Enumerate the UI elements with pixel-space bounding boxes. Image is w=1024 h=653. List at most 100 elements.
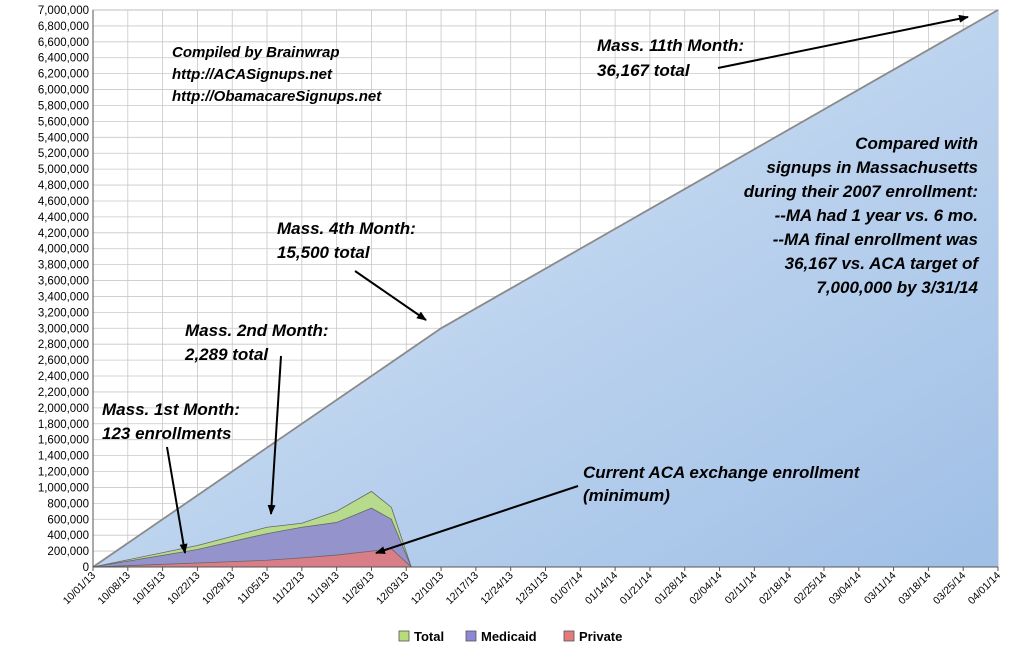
x-tick-label: 04/01/14	[966, 570, 1003, 607]
x-tick-label: 03/11/14	[862, 570, 899, 607]
x-tick-label: 10/15/13	[130, 570, 167, 607]
x-axis-ticks: 10/01/1310/08/1310/15/1310/22/1310/29/13…	[61, 567, 1003, 607]
y-tick-label: 3,200,000	[38, 307, 89, 319]
projection-area	[93, 10, 998, 567]
annotation-mass-1st-line-2: 123 enrollments	[102, 424, 231, 443]
x-tick-label: 02/11/14	[723, 570, 760, 607]
x-tick-label: 03/04/14	[827, 570, 864, 607]
y-tick-label: 800,000	[47, 498, 89, 510]
annotation-mass-4th-line-1: Mass. 4th Month:	[277, 219, 416, 238]
annotation-compare-line-5: --MA final enrollment was	[773, 230, 978, 249]
annotation-credit-line-3: http://ObamacareSignups.net	[172, 88, 382, 105]
x-tick-label: 12/31/13	[513, 570, 550, 607]
y-tick-label: 5,600,000	[38, 116, 89, 128]
y-tick-label: 4,600,000	[38, 196, 89, 208]
y-tick-label: 2,800,000	[38, 339, 89, 351]
y-tick-label: 3,000,000	[38, 323, 89, 335]
y-tick-label: 1,400,000	[38, 451, 89, 463]
annotation-mass-2nd-line-2: 2,289 total	[184, 345, 269, 364]
arrow-mass-1st	[166, 446, 188, 554]
annotation-compare-line-2: signups in Massachusetts	[766, 158, 978, 177]
y-tick-label: 4,400,000	[38, 212, 89, 224]
y-tick-label: 1,200,000	[38, 467, 89, 479]
x-tick-label: 12/24/13	[478, 570, 515, 607]
y-tick-label: 6,800,000	[38, 21, 89, 33]
y-tick-label: 0	[83, 562, 89, 574]
y-tick-label: 4,000,000	[38, 244, 89, 256]
legend-label-total: Total	[414, 629, 444, 644]
annotation-mass-11th-line-1: Mass. 11th Month:	[597, 36, 744, 55]
annotation-mass-1st-line-1: Mass. 1st Month:	[102, 400, 240, 419]
x-tick-label: 11/19/13	[305, 570, 342, 607]
x-tick-label: 12/17/13	[444, 570, 481, 607]
annotation-compare-line-3: during their 2007 enrollment:	[744, 182, 978, 201]
legend: Total Medicaid Private	[398, 629, 622, 644]
y-tick-label: 2,200,000	[38, 387, 89, 399]
projection-layer	[92, 9, 999, 568]
y-tick-label: 3,600,000	[38, 276, 89, 288]
y-tick-label: 4,800,000	[38, 180, 89, 192]
x-tick-label: 02/25/14	[792, 570, 829, 607]
y-tick-label: 7,000,000	[38, 5, 89, 17]
y-tick-label: 1,800,000	[38, 419, 89, 431]
annotation-mass-11th-line-2: 36,167 total	[597, 61, 691, 80]
annotations: Compiled by Brainwrap http://ACASignups.…	[102, 14, 981, 554]
y-tick-label: 5,800,000	[38, 100, 89, 112]
y-tick-label: 1,600,000	[38, 435, 89, 447]
y-tick-label: 5,200,000	[38, 148, 89, 160]
series-area-medicaid	[92, 507, 412, 568]
x-tick-label: 01/14/14	[583, 570, 620, 607]
legend-label-medicaid: Medicaid	[481, 629, 537, 644]
x-tick-label: 01/21/14	[618, 570, 655, 607]
annotation-compare-line-6: 36,167 vs. ACA target of	[785, 254, 981, 273]
x-tick-label: 02/18/14	[757, 570, 794, 607]
x-tick-label: 10/01/13	[61, 570, 98, 607]
x-tick-label: 12/03/13	[374, 570, 411, 607]
y-tick-label: 6,400,000	[38, 53, 89, 65]
annotation-credit-line-1: Compiled by Brainwrap	[172, 44, 340, 61]
y-tick-label: 6,600,000	[38, 37, 89, 49]
annotation-current-aca-line-2: (minimum)	[583, 486, 670, 505]
arrow-mass-2nd	[267, 355, 282, 515]
y-tick-label: 4,200,000	[38, 228, 89, 240]
y-tick-label: 6,200,000	[38, 69, 89, 81]
y-tick-label: 2,600,000	[38, 355, 89, 367]
legend-swatch-private	[563, 630, 575, 642]
x-tick-label: 02/04/14	[687, 570, 724, 607]
annotation-compare-line-1: Compared with	[855, 134, 978, 153]
legend-swatch-medicaid	[465, 630, 477, 642]
x-tick-label: 11/12/13	[270, 570, 307, 607]
arrow-mass-4th	[354, 270, 427, 321]
y-tick-label: 2,000,000	[38, 403, 89, 415]
x-tick-label: 10/29/13	[200, 570, 237, 607]
annotation-credit-line-2: http://ACASignups.net	[172, 66, 333, 83]
y-axis-ticks: 0 200,000 400,000 600,000 800,000 1,000,000 1,…	[38, 5, 89, 574]
y-tick-label: 2,400,000	[38, 371, 89, 383]
y-tick-label: 3,800,000	[38, 260, 89, 272]
annotation-compare-line-7: 7,000,000 by 3/31/14	[816, 278, 978, 297]
series-area-private	[92, 548, 413, 568]
y-tick-label: 600,000	[47, 514, 89, 526]
annotation-mass-4th-line-2: 15,500 total	[277, 243, 371, 262]
arrow-current-aca	[375, 485, 579, 554]
arrow-mass-11th	[717, 14, 969, 69]
x-tick-label: 12/10/13	[409, 570, 446, 607]
x-tick-label: 03/25/14	[931, 570, 968, 607]
y-tick-label: 200,000	[47, 546, 89, 558]
annotation-current-aca-line-1: Current ACA exchange enrollment	[583, 463, 861, 482]
y-tick-label: 6,000,000	[38, 85, 89, 97]
legend-label-private: Private	[579, 629, 622, 644]
x-tick-label: 10/22/13	[165, 570, 202, 607]
projection-line	[92, 9, 999, 568]
x-tick-label: 11/26/13	[340, 570, 377, 607]
annotation-mass-2nd-line-1: Mass. 2nd Month:	[185, 321, 329, 340]
x-tick-label: 11/05/13	[235, 570, 272, 607]
annotation-compare-line-4: --MA had 1 year vs. 6 mo.	[775, 206, 978, 225]
y-tick-label: 1,000,000	[38, 482, 89, 494]
y-tick-label: 400,000	[47, 530, 89, 542]
series-layer	[92, 490, 413, 568]
y-tick-label: 5,400,000	[38, 132, 89, 144]
y-tick-label: 5,000,000	[38, 164, 89, 176]
y-tick-label: 3,400,000	[38, 291, 89, 303]
legend-swatch-total	[398, 630, 410, 642]
